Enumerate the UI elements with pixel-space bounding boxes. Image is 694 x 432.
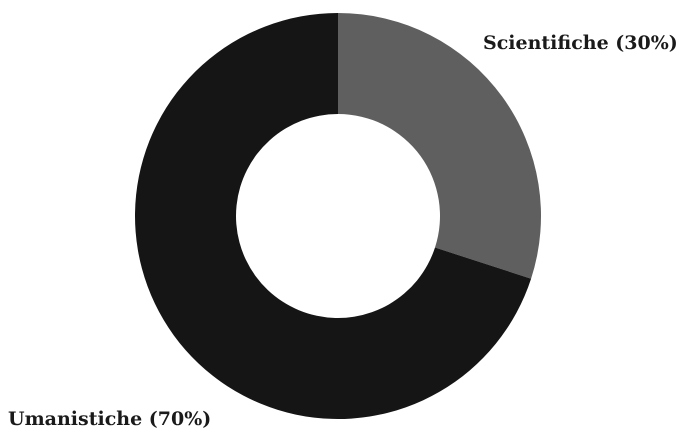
slice-scientifiche — [338, 13, 541, 279]
slice-umanistiche — [134, 13, 532, 419]
slice-label-umanistiche: Umanistiche (70%) — [8, 408, 211, 430]
slice-label-scientifiche: Scientifiche (30%) — [483, 32, 678, 54]
slices-group — [134, 13, 541, 419]
